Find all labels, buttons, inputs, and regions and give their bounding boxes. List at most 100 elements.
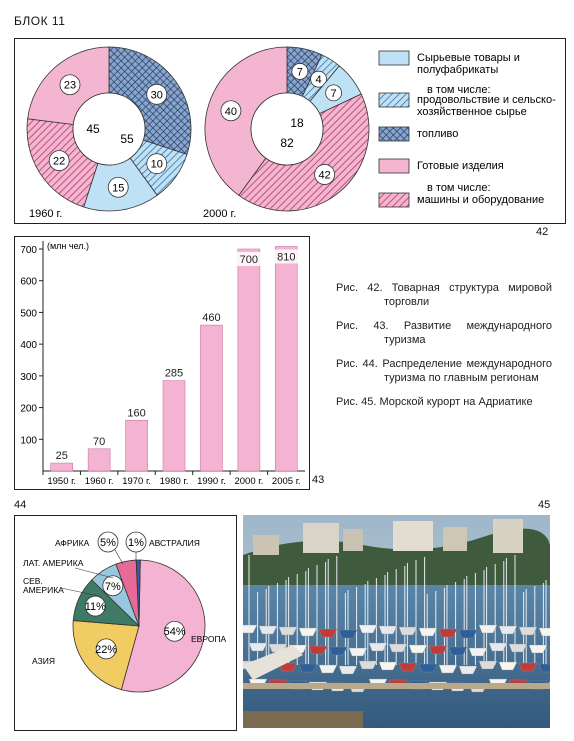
pie-region-label: ЛАТ. АМЕРИКА: [23, 558, 84, 568]
legend-label-1: в том числе:: [427, 84, 491, 96]
y-tick-label: 400: [20, 340, 37, 351]
donut-2000-slice-1-badge: [310, 70, 328, 88]
donut-1960-slice-3-label: 22: [53, 156, 65, 168]
legend-label-0: Сырьевые товары и полуфабрикаты: [417, 52, 520, 76]
legend-label-6: машины и оборудование: [417, 194, 544, 206]
legend-swatch-fuel: [378, 126, 410, 142]
caption-fig45: Рис. 45. Морской курорт на Адриатике: [336, 396, 533, 408]
figure-45-number: 45: [538, 499, 551, 511]
y-tick-label: 600: [20, 277, 37, 288]
figure-captions: Рис. 42. Товарная структура мировой торг…: [336, 281, 552, 419]
pie-region-label: ЕВРОПА: [191, 634, 227, 644]
caption-fig42: Рис. 42. Товарная структура мировой торг…: [336, 282, 552, 308]
figure-42-panel: 30 10 15 22 23 55 45 7 4 7 42 40 18 82 Сырьевые това…: [14, 38, 566, 224]
pie-slice-2-badge: [84, 595, 106, 617]
legend-label-2: продовольствие и сельско-хозяйственное с…: [417, 94, 556, 118]
pie-region-label: АМЕРИКА: [23, 585, 64, 595]
bar-value-label: 25: [56, 450, 68, 462]
legend-swatch-food: [378, 92, 410, 108]
x-tick-label: 1990 г.: [197, 476, 226, 487]
bar-value-label: 810: [277, 251, 295, 263]
pie-region-label: АВСТРАЛИЯ: [149, 538, 200, 548]
pie-slice-1-badge: [95, 638, 117, 660]
y-tick-label: 200: [20, 404, 37, 415]
donut-1960-slice-2-badge: [107, 176, 129, 198]
bar-value-label: 70: [93, 436, 105, 448]
donut-2000-slice-3-badge: [314, 164, 336, 185]
donut-2000-manufactured-total: 82: [280, 136, 294, 150]
donut-2000-slice-0-badge: [291, 63, 309, 80]
bar-value-label: 285: [165, 368, 183, 380]
bar-3: [162, 380, 186, 472]
pie-slice-0-badge: [164, 620, 186, 642]
bar-value-label: 460: [202, 312, 220, 324]
figure-44-number: 44: [14, 499, 27, 511]
legend-swatch-raw: [378, 50, 410, 66]
donut-1960-slice-1-badge: [146, 153, 168, 175]
x-tick-label: 1980 г.: [160, 476, 189, 487]
donut-2000-slice-1-label: 4: [316, 74, 322, 86]
pie-slice-1-label: 22%: [95, 644, 117, 656]
donut-1960-slice-1-label: 10: [151, 159, 163, 171]
bar-value-label: 700: [240, 254, 258, 266]
donut-1960-slice-4-badge: [59, 74, 81, 96]
donut-1960-slice-3-badge: [48, 150, 70, 172]
x-tick-label: 2000 г.: [234, 476, 263, 487]
donut-2000-raw-total: 18: [290, 116, 304, 130]
donut-2000-title: 2000 г.: [203, 208, 236, 220]
bar-2: [125, 419, 148, 472]
figure-44-panel: 54% 22% 11% 7% 5% 1% ЕВРОПА АЗИЯ СЕВ. АМЕРИКА ЛАТ.…: [14, 515, 237, 731]
pie-slice-3-badge: [102, 575, 124, 597]
block-label: БЛОК 11: [14, 14, 66, 28]
pie-slice-4-badge: [97, 531, 119, 553]
pie-region-label: АФРИКА: [55, 538, 90, 548]
donut-1960-manufactured-total: 45: [86, 122, 100, 136]
tourism-regions-pie: 54% 22% 11% 7% 5% 1% ЕВРОПА АЗИЯ СЕВ.АМЕРИКА ЛАТ.…: [23, 531, 227, 693]
bar-value-label: 160: [127, 407, 145, 419]
donut-1960-raw-total: 55: [120, 132, 134, 146]
pie-region-label: СЕВ.: [23, 576, 43, 586]
pie-slice-3-label: 7%: [105, 581, 121, 593]
pie-slice-4-label: 5%: [100, 537, 116, 549]
marina-illustration: [243, 515, 550, 728]
donut-1960-slice-4-label: 23: [64, 80, 76, 92]
donut-1960-title: 1960 г.: [29, 208, 62, 220]
bar-4: [200, 324, 223, 472]
donut-2000-slice-3-label: 42: [318, 169, 330, 181]
bar-0: [50, 462, 74, 472]
y-tick-label: 500: [20, 308, 37, 319]
caption-fig43: Рис. 43. Развитие международного туризма: [336, 320, 552, 346]
donut-1960-slice-2-label: 15: [112, 182, 124, 194]
figure-43-number: 43: [312, 474, 325, 486]
x-tick-label: 1950 г.: [47, 476, 76, 487]
donut-1960-slice-0-label: 30: [151, 89, 163, 101]
figure-42-number: 42: [536, 226, 549, 238]
donut-2000-slice-4-label: 40: [225, 106, 237, 118]
figure-43-panel: 100 200 300 400 500 600 700 (млн чел.) 25 1950 г.…: [14, 236, 310, 490]
legend-swatch-manufactured: [378, 158, 410, 174]
pie-region-label: АЗИЯ: [32, 656, 55, 666]
pie-slice-0: [120, 559, 206, 693]
bar-5: [237, 248, 261, 472]
legend-label-4: Готовые изделия: [417, 160, 504, 172]
donut-1960-slice-0-badge: [146, 83, 168, 105]
pie-slice-5-label: 1%: [128, 537, 144, 549]
bar-6: [274, 246, 298, 472]
pie-slice-2-label: 11%: [85, 601, 106, 613]
legend-label-5: в том числе:: [427, 182, 491, 194]
tourism-bar-chart: 100 200 300 400 500 600 700 (млн чел.) 25 1950 г.…: [20, 241, 305, 487]
caption-fig44: Рис. 44. Распределение международного ту…: [336, 358, 552, 384]
y-tick-label: 700: [20, 245, 37, 256]
x-tick-label: 1970 г.: [122, 476, 151, 487]
pie-slice-0-label: 54%: [164, 626, 186, 638]
x-tick-label: 2005 г.: [272, 476, 301, 487]
donut-2000-slice-2-badge: [325, 84, 343, 102]
legend-label-3: топливо: [417, 128, 458, 140]
y-tick-label: 100: [20, 435, 37, 446]
y-tick-label: 300: [20, 372, 37, 383]
y-axis-label: (млн чел.): [47, 241, 89, 251]
legend-swatch-machinery: [378, 192, 410, 208]
bar-1: [87, 448, 111, 472]
donut-2000-slice-4-badge: [220, 100, 242, 122]
